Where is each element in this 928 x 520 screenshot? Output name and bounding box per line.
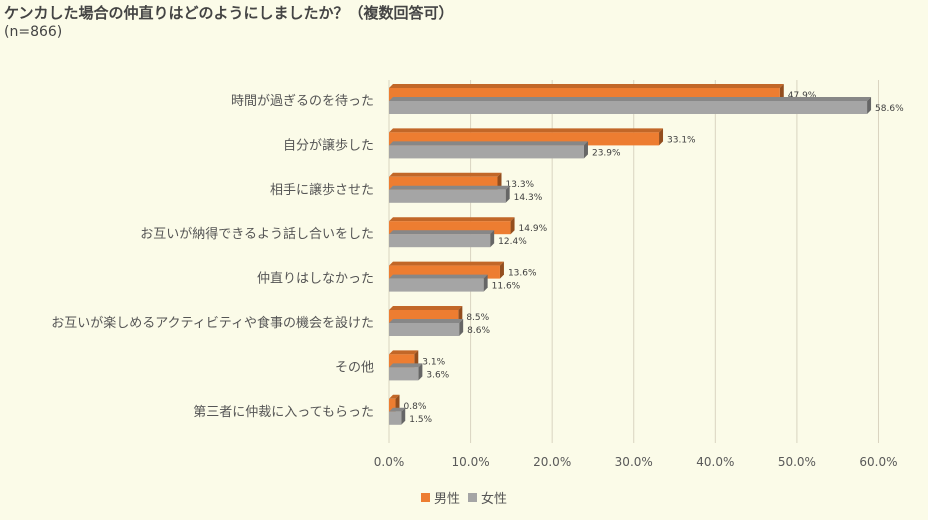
x-tick-label: 0.0% [374, 455, 405, 469]
bar-top-face [389, 350, 419, 355]
bar-top-face [389, 230, 495, 235]
legend-item-male: 男性 [420, 488, 460, 507]
bar-top-face [389, 407, 406, 412]
data-label: 8.5% [466, 313, 489, 323]
data-label: 33.1% [667, 135, 696, 145]
bar-side-face [458, 306, 463, 323]
bar [389, 101, 868, 114]
category-label: お互いが楽しめるアクティビティや食事の機会を設けた [51, 315, 374, 331]
bar-top-face [389, 172, 502, 177]
bar [389, 278, 484, 292]
data-label: 1.5% [409, 415, 432, 425]
bar-top-face [389, 185, 510, 190]
bar-side-face [505, 185, 510, 203]
x-tick-label: 60.0% [859, 455, 897, 469]
bar-side-face [459, 319, 464, 336]
category-label: お互いが納得できるよう話し合いをした [140, 226, 374, 242]
bar-top-face [389, 141, 588, 146]
data-label: 0.8% [404, 402, 427, 412]
bar-side-face [583, 141, 588, 159]
chart-title: ケンカした場合の仲直りはどのようにしましたか？（複数回答可） [4, 4, 454, 22]
category-label: 相手に譲歩させた [270, 182, 374, 198]
data-label: 14.3% [514, 193, 543, 203]
bar [389, 411, 402, 425]
bar-top-face [389, 84, 784, 88]
bar-side-face [497, 172, 502, 190]
category-label: 時間が過ぎるのを待った [231, 94, 374, 109]
legend: 男性 女性 [0, 488, 928, 507]
bar [389, 323, 460, 336]
x-tick-label: 40.0% [696, 455, 734, 469]
data-label: 3.1% [422, 357, 445, 367]
chart-subtitle: (n=866) [4, 24, 63, 40]
bar [389, 189, 506, 203]
category-label: 仲直りはしなかった [257, 272, 374, 287]
x-tick-label: 10.0% [452, 455, 490, 469]
bar [389, 398, 396, 412]
data-label: 12.4% [498, 237, 527, 247]
data-label: 47.9% [788, 91, 817, 101]
legend-swatch-female [468, 493, 477, 502]
bar-top-face [389, 394, 400, 399]
bar-side-face [659, 128, 664, 146]
bar-side-face [414, 350, 419, 368]
bar-top-face [389, 319, 464, 323]
data-label: 8.6% [467, 326, 490, 336]
data-label: 11.6% [492, 282, 521, 292]
category-label: その他 [335, 360, 374, 375]
bar-side-face [779, 84, 784, 101]
bar-top-face [389, 217, 515, 222]
bar-top-face [389, 97, 872, 101]
bar [389, 145, 584, 159]
x-tick-label: 20.0% [533, 455, 571, 469]
bar-top-face [389, 261, 504, 266]
legend-label-male: 男性 [433, 492, 460, 507]
bar-side-face [499, 261, 504, 279]
bar-side-face [867, 97, 872, 114]
category-label: 自分が譲歩した [283, 137, 374, 153]
bar-side-face [418, 363, 423, 381]
bar-top-face [389, 274, 488, 279]
bar-side-face [483, 274, 488, 292]
bar-side-face [395, 394, 400, 412]
bar-side-face [401, 407, 406, 425]
bar-top-face [389, 306, 463, 310]
x-tick-label: 50.0% [778, 455, 816, 469]
data-label: 13.6% [508, 269, 537, 279]
legend-item-female: 女性 [468, 488, 507, 507]
data-label: 3.6% [426, 370, 449, 380]
bar-side-face [510, 217, 515, 235]
x-tick-label: 30.0% [615, 455, 653, 469]
data-label: 13.3% [506, 180, 535, 190]
bar [389, 234, 491, 248]
legend-label-female: 女性 [481, 492, 508, 507]
data-label: 14.9% [519, 224, 548, 234]
bar-top-face [389, 363, 423, 368]
data-label: 23.9% [592, 148, 621, 158]
bar [389, 367, 419, 381]
data-label: 58.6% [875, 104, 904, 114]
bar-side-face [490, 230, 495, 248]
bar-top-face [389, 128, 664, 133]
category-label: 第三者に仲裁に入ってもらった [193, 404, 374, 420]
legend-swatch-male [420, 493, 430, 502]
